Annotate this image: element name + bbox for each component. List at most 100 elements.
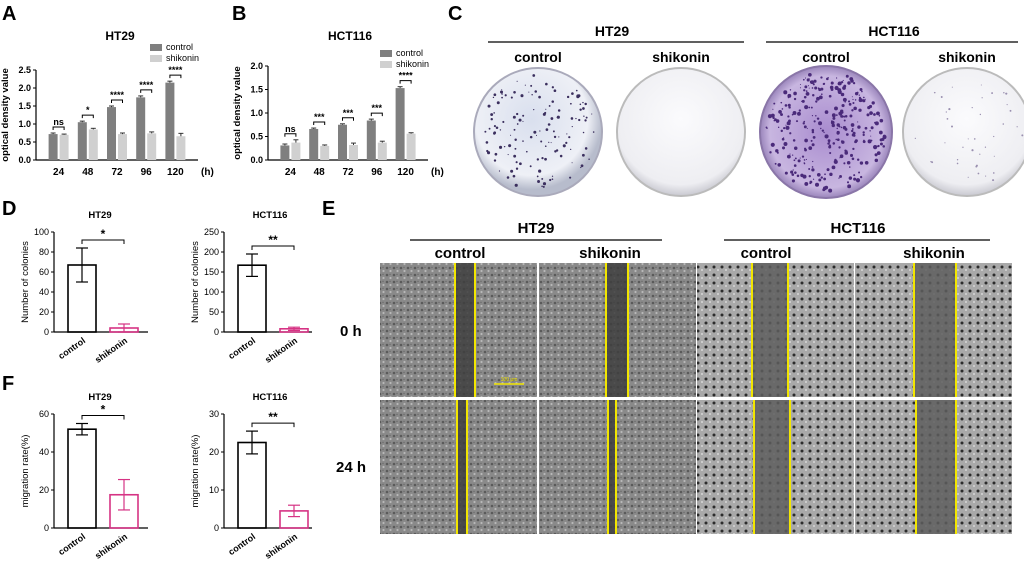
colony-dot (812, 135, 816, 139)
legend-swatch-shikonin (380, 61, 392, 68)
colony-dot (551, 117, 554, 120)
colony-dot (1009, 109, 1012, 112)
colony-dot (862, 133, 865, 137)
y-tick-label: 60 (39, 267, 49, 277)
colony-dot (493, 93, 497, 97)
colony-dot (840, 126, 843, 129)
colony-dot (576, 95, 580, 99)
colony-dot (787, 115, 790, 118)
colony-dot (971, 107, 973, 109)
colony-dot (914, 137, 916, 140)
dish-ht29-shikonin (616, 67, 746, 197)
colony-dot (843, 115, 846, 118)
colony-dot (793, 164, 797, 167)
colony-dot (811, 128, 815, 132)
panel-c-label-shikonin-ht29: shikonin (652, 49, 710, 65)
colony-dot (493, 132, 496, 135)
colony-dot (551, 86, 554, 89)
colony-dot (777, 163, 782, 167)
colony-dot (786, 121, 791, 126)
colony-dot (967, 138, 969, 140)
chart-title: HCT116 (253, 210, 288, 221)
colony-dot (484, 130, 487, 133)
legend-swatch-control (150, 44, 162, 51)
colony-dot (840, 92, 845, 97)
colony-dot (788, 106, 791, 109)
colony-dot (991, 92, 993, 94)
colony-dot (829, 172, 833, 177)
colony-dot (803, 95, 807, 99)
colony-dot (951, 86, 953, 88)
colony-dot (522, 140, 524, 142)
colony-dot (514, 138, 517, 142)
colony-dot (840, 115, 844, 118)
y-tick-label: 150 (204, 267, 219, 277)
colony-dot (831, 165, 836, 170)
x-axis-unit: (h) (201, 167, 214, 178)
colony-dot (767, 114, 772, 119)
colony-dot (552, 130, 555, 133)
colony-dot (838, 111, 843, 116)
colony-dot (808, 106, 811, 109)
x-tick-label: 96 (141, 167, 153, 178)
y-tick-label: 50 (209, 307, 219, 317)
colony-dot (878, 115, 881, 117)
colony-dot (551, 175, 554, 177)
colony-dot (828, 188, 833, 193)
colony-dot (845, 74, 849, 78)
bar-control (165, 82, 175, 160)
panel-e-group-ht29: HT29 (518, 220, 555, 237)
colony-dot (557, 109, 561, 112)
colony-dot (571, 92, 574, 95)
colony-dot (785, 125, 790, 130)
colony-dot (498, 170, 501, 172)
colony-dot (967, 176, 969, 178)
colony-dot (813, 79, 817, 83)
colony-dot (510, 134, 512, 136)
colony-dot (815, 100, 818, 103)
colony-dot (575, 89, 578, 92)
panel-e-micrographs (380, 263, 1012, 534)
colony-dot (847, 81, 851, 85)
colony-dot (852, 147, 855, 151)
colony-dot (781, 137, 785, 141)
colony-dot (525, 150, 528, 153)
colony-dot (513, 154, 517, 158)
y-tick-label: 0 (214, 327, 219, 337)
colony-dot (857, 125, 861, 129)
colony-dot (818, 178, 822, 182)
scratch-gap (752, 263, 788, 397)
colony-dot (844, 114, 848, 118)
colony-dot (791, 113, 794, 116)
y-tick-label: 0 (44, 327, 49, 337)
colony-dot (867, 139, 872, 144)
colony-dot (516, 123, 519, 125)
bar-shikonin (118, 134, 127, 160)
colony-dot (837, 81, 842, 86)
colony-dot (536, 158, 540, 161)
scratch-gap (608, 400, 616, 534)
colony-dot (836, 131, 840, 135)
panel-e-row-0h: 0 h (340, 323, 362, 340)
colony-dot (548, 105, 551, 107)
colony-dot (773, 119, 776, 122)
colony-dot (794, 171, 797, 174)
colony-dot (532, 74, 536, 77)
colony-dot (782, 146, 786, 150)
colony-dot (855, 178, 861, 183)
colony-dot (844, 127, 848, 131)
y-tick-label: 2.5 (18, 65, 31, 75)
colony-dot (814, 182, 820, 187)
colony-dot (777, 126, 780, 129)
colony-dot (869, 130, 871, 132)
panel-c-group-ht29: HT29 (595, 23, 629, 39)
x-tick-label: shikonin (93, 531, 129, 560)
colony-dot (545, 108, 547, 110)
colony-dot (769, 151, 772, 154)
colony-dot (495, 126, 499, 130)
colony-dot (808, 174, 811, 178)
y-tick-label: 30 (209, 409, 219, 419)
colony-dot (801, 99, 805, 103)
panel-e-scratch-assay: HT29 HCT116 control shikonin control shi… (336, 220, 1012, 534)
